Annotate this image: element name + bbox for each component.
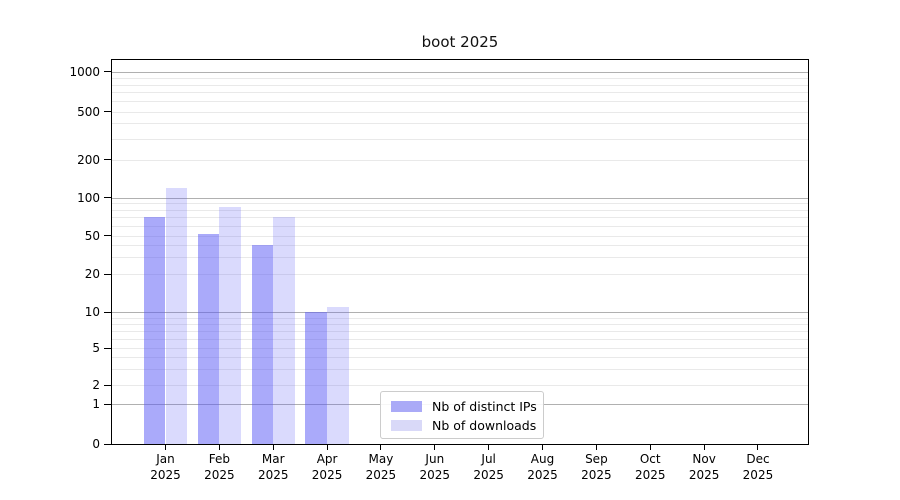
minor-gridline — [112, 203, 808, 205]
minor-gridline — [112, 111, 808, 113]
bar-distinct-ips-mar — [251, 245, 274, 444]
bar-distinct-ips-apr — [305, 312, 328, 444]
y-tick-mark — [104, 443, 111, 445]
minor-gridline — [112, 274, 808, 276]
legend-item-distinct-ips: Nb of distinct IPs — [391, 397, 537, 416]
minor-gridline — [112, 368, 808, 370]
bar-distinct-ips-feb — [197, 233, 220, 444]
minor-gridline — [112, 92, 808, 94]
y-tick-mark — [104, 197, 111, 199]
y-tick-mark — [104, 235, 111, 237]
bar-downloads-mar — [273, 217, 295, 444]
y-tick-label: 50 — [84, 228, 100, 243]
x-tick-mark — [595, 445, 597, 450]
y-tick-mark — [104, 159, 111, 161]
chart-title: boot 2025 — [421, 33, 499, 51]
x-tick-mark — [272, 445, 274, 450]
x-tick-label: Dec 2025 — [742, 452, 774, 482]
y-tick-label: 100 — [77, 190, 100, 205]
x-tick-mark — [218, 445, 220, 450]
x-tick-mark — [703, 445, 705, 450]
x-tick-mark — [326, 445, 328, 450]
x-tick-label: May 2025 — [365, 452, 397, 482]
x-tick-mark — [542, 445, 544, 450]
y-tick-mark — [104, 311, 111, 313]
x-tick-label: Apr 2025 — [311, 452, 343, 482]
minor-gridline — [112, 245, 808, 247]
y-tick-mark — [104, 71, 111, 73]
x-tick-label: Oct 2025 — [634, 452, 666, 482]
y-tick-label: 20 — [84, 267, 100, 282]
y-tick-mark — [104, 403, 111, 405]
x-tick-mark — [165, 445, 166, 450]
minor-gridline — [112, 225, 808, 227]
x-tick-label: Feb 2025 — [204, 452, 235, 482]
minor-gridline — [112, 101, 808, 103]
plot-area — [111, 59, 809, 445]
y-tick-label: 5 — [92, 341, 100, 356]
x-tick-label: Aug 2025 — [527, 452, 558, 482]
minor-gridline — [112, 77, 808, 79]
y-tick-label: 0 — [92, 437, 100, 451]
major-gridline — [112, 71, 808, 73]
minor-gridline — [112, 385, 808, 387]
y-tick-label: 1000 — [69, 64, 100, 79]
minor-gridline — [112, 348, 808, 350]
minor-gridline — [112, 257, 808, 259]
y-tick-mark — [104, 384, 111, 386]
minor-gridline — [112, 338, 808, 340]
x-tick-label: Mar 2025 — [257, 452, 289, 482]
y-tick-mark — [104, 111, 111, 113]
bar-distinct-ips-jan — [143, 217, 166, 444]
legend: Nb of distinct IPs Nb of downloads — [380, 391, 544, 439]
bar-downloads-jan — [165, 187, 188, 444]
bar-downloads-feb — [219, 206, 241, 444]
legend-swatch-distinct-ips-icon — [391, 401, 422, 412]
legend-swatch-downloads-icon — [391, 420, 422, 431]
minor-gridline — [112, 323, 808, 325]
x-tick-mark — [649, 445, 651, 450]
y-tick-mark — [104, 347, 111, 349]
x-tick-mark — [488, 445, 490, 450]
x-tick-label: Nov 2025 — [688, 452, 720, 482]
y-tick-label: 2 — [92, 378, 100, 393]
minor-gridline — [112, 317, 808, 319]
minor-gridline — [112, 209, 808, 211]
minor-gridline — [112, 217, 808, 219]
minor-gridline — [112, 159, 808, 161]
major-gridline — [112, 312, 808, 314]
y-tick-label: 200 — [77, 152, 100, 167]
y-tick-label: 10 — [84, 305, 100, 320]
x-tick-mark — [380, 445, 382, 450]
y-tick-label: 500 — [77, 104, 100, 119]
x-tick-label: Jun 2025 — [419, 452, 451, 482]
bar-downloads-apr — [327, 307, 349, 444]
minor-gridline — [112, 84, 808, 86]
legend-item-downloads: Nb of downloads — [391, 416, 537, 435]
minor-gridline — [112, 357, 808, 359]
minor-gridline — [112, 330, 808, 332]
x-tick-label: Jan 2025 — [150, 452, 181, 482]
y-tick-mark — [104, 273, 111, 275]
legend-label-downloads: Nb of downloads — [432, 418, 537, 433]
x-tick-mark — [434, 445, 436, 450]
minor-gridline — [112, 235, 808, 237]
minor-gridline — [112, 123, 808, 125]
x-tick-label: Jul 2025 — [473, 452, 504, 482]
x-tick-label: Sep 2025 — [581, 452, 612, 482]
minor-gridline — [112, 138, 808, 140]
legend-label-distinct-ips: Nb of distinct IPs — [432, 399, 537, 414]
x-tick-mark — [757, 445, 759, 450]
major-gridline — [112, 197, 808, 199]
y-tick-label: 1 — [92, 397, 100, 412]
